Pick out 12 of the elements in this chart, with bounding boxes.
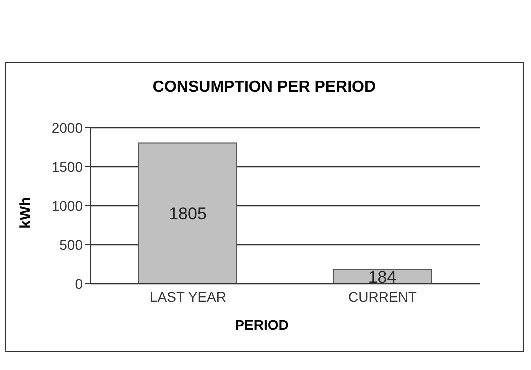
y-tick-label: 0 (75, 276, 84, 292)
y-tick-label: 1000 (52, 198, 84, 214)
y-tick-label: 1500 (52, 158, 84, 175)
x-tick-label: LAST YEAR (150, 288, 227, 305)
data-label: 1805 (169, 204, 207, 224)
data-label: 184 (368, 268, 397, 287)
x-axis-title: PERIOD (234, 317, 290, 333)
y-axis-title: kWh (17, 197, 34, 229)
x-tick-label: CURRENT (348, 288, 418, 305)
y-tick-label: 2000 (52, 120, 84, 136)
y-tick-label: 500 (60, 236, 84, 253)
chart-title: CONSUMPTION PER PERIOD (152, 79, 378, 97)
